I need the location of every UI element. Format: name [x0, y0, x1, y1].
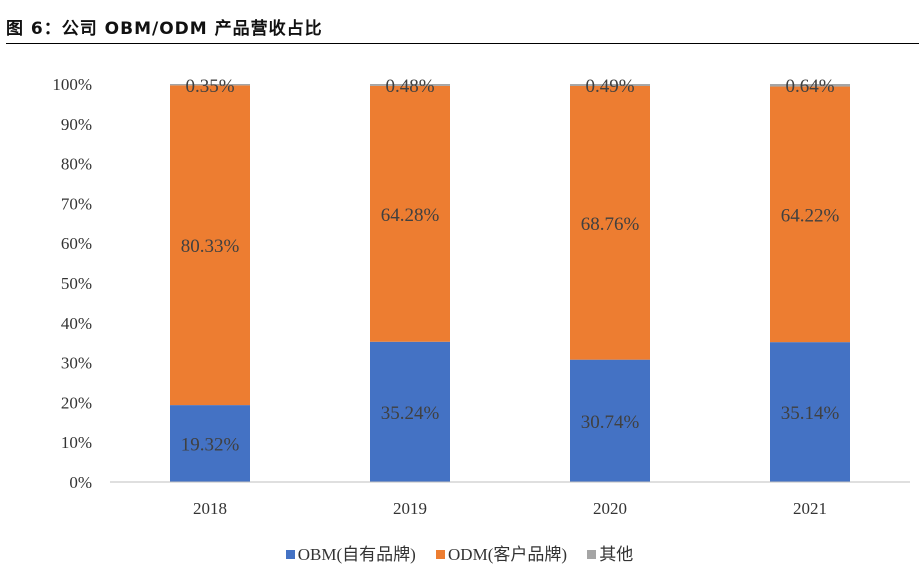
legend-item-other: 其他: [587, 540, 633, 565]
bar-other-2020: [570, 84, 650, 86]
bar-odm-2021: [770, 86, 850, 343]
data-label-odm-2018: 80.33%: [181, 236, 240, 257]
data-label-other-2020: 0.49%: [585, 76, 634, 97]
data-label-odm-2020: 68.76%: [581, 214, 640, 235]
legend-swatch-odm: [436, 550, 446, 559]
title-underline: [6, 43, 919, 44]
chart-title: 图 6：公司 OBM/ODM 产品营收占比: [6, 19, 323, 39]
x-axis: 2018 2019 2020 2021: [110, 481, 910, 518]
y-tick-label: 60%: [61, 234, 92, 253]
data-labels: 19.32% 80.33% 0.35% 35.24% 64.28% 0.48% 30.74%…: [181, 76, 840, 456]
data-label-obm-2021: 35.14%: [781, 403, 840, 424]
bar-obm-2018: [170, 405, 250, 482]
y-axis: 0% 10% 20% 30% 40% 50% 60% 70% 80% 90% 100%: [52, 75, 92, 492]
bar-other-2021: [770, 84, 850, 87]
bar-obm-2021: [770, 342, 850, 482]
bar-odm-2019: [370, 85, 450, 342]
y-tick-label: 100%: [52, 75, 92, 94]
y-tick-label: 30%: [61, 354, 92, 373]
x-tick-label: 2020: [593, 499, 627, 518]
data-label-other-2018: 0.35%: [185, 76, 234, 97]
legend-label-odm: ODM(客户品牌): [448, 545, 568, 564]
legend-item-obm: OBM(自有品牌): [285, 540, 416, 565]
bar-odm-2018: [170, 85, 250, 406]
legend-label-obm: OBM(自有品牌): [297, 545, 416, 564]
stacked-bar-chart: 0% 10% 20% 30% 40% 50% 60% 70% 80% 90% 100% 19.32%…: [52, 75, 910, 518]
bar-obm-2019: [370, 341, 450, 482]
y-tick-label: 80%: [61, 155, 92, 174]
y-tick-label: 20%: [61, 393, 92, 412]
y-tick-label: 90%: [61, 115, 92, 134]
legend: OBM(自有品牌) ODM(客户品牌) 其他: [0, 540, 919, 565]
legend-swatch-other: [587, 550, 597, 559]
data-label-other-2021: 0.64%: [785, 76, 834, 97]
y-tick-label: 0%: [69, 473, 92, 492]
x-tick-label: 2019: [393, 499, 427, 518]
bar-obm-2020: [570, 359, 650, 482]
y-tick-label: 70%: [61, 194, 92, 213]
data-label-obm-2018: 19.32%: [181, 435, 240, 456]
bar-group: [170, 84, 850, 482]
legend-item-odm: ODM(客户品牌): [436, 540, 567, 565]
data-label-obm-2020: 30.74%: [581, 412, 640, 433]
legend-label-other: 其他: [599, 545, 634, 564]
data-label-odm-2021: 64.22%: [781, 205, 840, 226]
legend-swatch-obm: [285, 550, 295, 559]
data-label-obm-2019: 35.24%: [381, 403, 440, 424]
data-label-other-2019: 0.48%: [385, 76, 434, 97]
y-tick-label: 10%: [61, 433, 92, 452]
data-label-odm-2019: 64.28%: [381, 205, 440, 226]
y-tick-label: 40%: [61, 314, 92, 333]
bar-odm-2020: [570, 85, 650, 360]
bar-other-2018: [170, 84, 250, 86]
x-tick-label: 2018: [193, 499, 227, 518]
bar-other-2019: [370, 84, 450, 86]
y-tick-label: 50%: [61, 274, 92, 293]
x-tick-label: 2021: [793, 499, 827, 518]
